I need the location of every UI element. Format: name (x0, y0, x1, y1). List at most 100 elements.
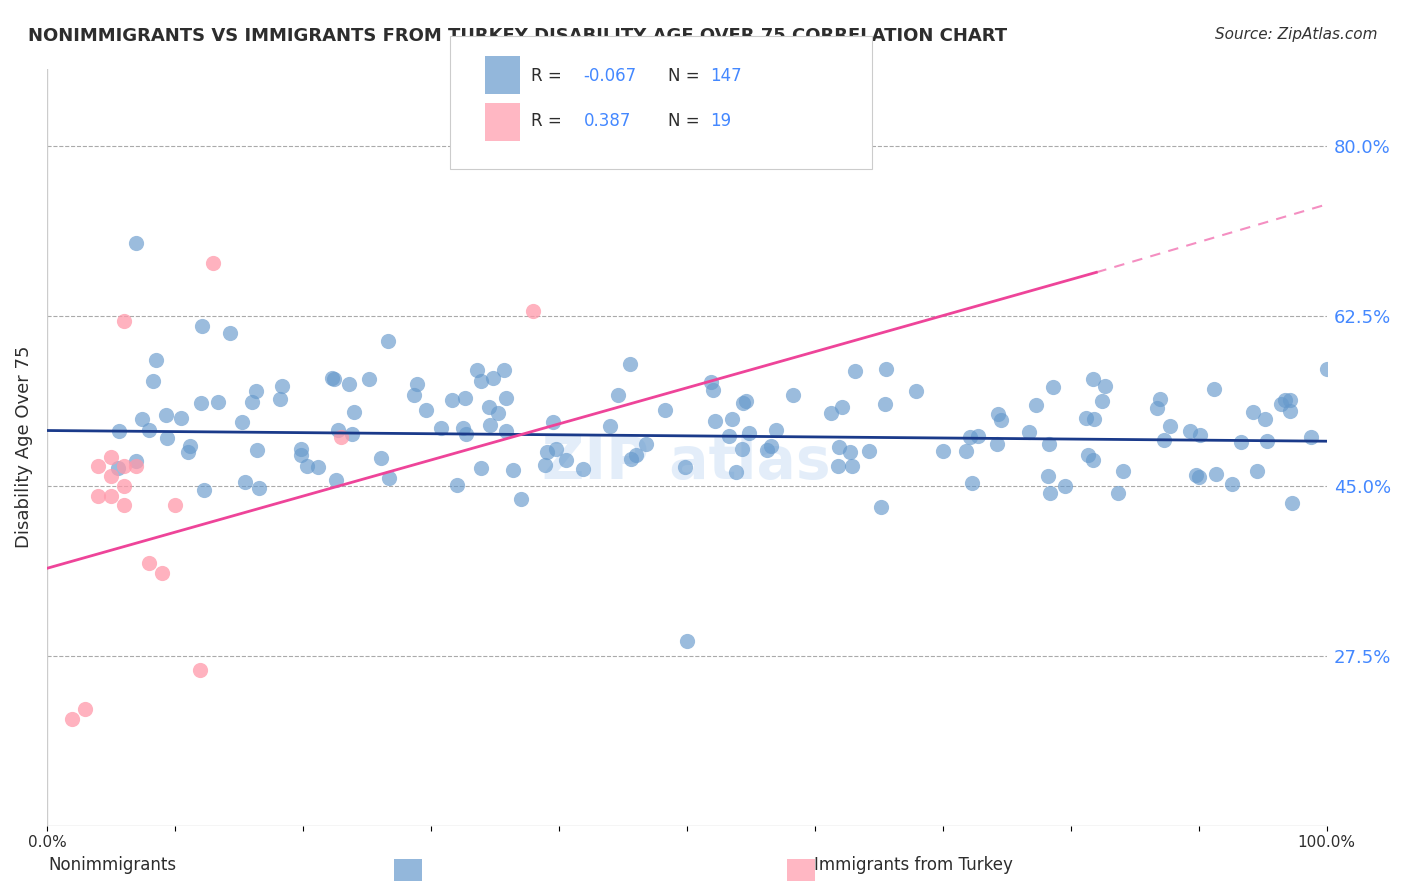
Point (218, 326, 240, 341)
Point (1149, 392, 1171, 407)
Point (1279, 404, 1302, 418)
Point (1246, 464, 1268, 478)
Point (478, 400, 501, 414)
Text: Nonimmigrants: Nonimmigrants (48, 856, 177, 874)
Point (905, 384, 928, 398)
Text: 147: 147 (710, 67, 741, 85)
Point (402, 388, 425, 402)
Point (858, 443, 880, 458)
Point (1077, 448, 1099, 462)
Point (451, 420, 474, 434)
Point (240, 395, 263, 409)
Point (107, 461, 129, 475)
Point (607, 387, 630, 401)
Point (1220, 477, 1243, 491)
Point (759, 439, 782, 453)
Point (190, 396, 212, 410)
Point (290, 442, 312, 456)
Point (1038, 436, 1060, 450)
Point (967, 429, 990, 443)
Text: 19: 19 (710, 112, 731, 130)
Point (510, 492, 533, 507)
Point (870, 500, 893, 514)
Text: R =: R = (531, 112, 568, 130)
Point (322, 372, 344, 386)
Point (1054, 479, 1077, 493)
Point (873, 397, 896, 411)
Point (87, 489, 110, 503)
Point (1038, 469, 1060, 483)
Point (87, 459, 110, 474)
Point (155, 408, 177, 422)
Point (125, 236, 148, 251)
Point (156, 431, 179, 445)
Point (828, 440, 851, 454)
Point (725, 465, 748, 479)
Point (1270, 397, 1292, 411)
Point (932, 443, 955, 458)
Point (1094, 379, 1116, 393)
Text: NONIMMIGRANTS VS IMMIGRANTS FROM TURKEY DISABILITY AGE OVER 75 CORRELATION CHART: NONIMMIGRANTS VS IMMIGRANTS FROM TURKEY … (28, 27, 1007, 45)
Point (430, 421, 453, 435)
Point (730, 442, 752, 457)
Point (290, 448, 312, 462)
Point (1042, 380, 1064, 394)
Point (673, 460, 696, 475)
Point (1188, 470, 1211, 484)
Point (841, 458, 863, 473)
Point (1153, 433, 1175, 447)
Point (377, 334, 399, 348)
Text: N =: N = (668, 67, 704, 85)
Point (844, 364, 866, 378)
Point (546, 442, 568, 456)
Point (62, 712, 84, 726)
Point (654, 403, 676, 417)
Point (1278, 393, 1301, 408)
Text: Immigrants from Turkey: Immigrants from Turkey (814, 856, 1014, 874)
Point (1205, 467, 1227, 481)
Point (495, 391, 517, 405)
Point (441, 392, 464, 407)
Point (378, 471, 401, 485)
Point (675, 634, 697, 648)
Point (150, 566, 173, 581)
Point (325, 473, 347, 487)
Text: N =: N = (668, 112, 704, 130)
Point (370, 450, 392, 465)
Point (295, 458, 318, 473)
Point (342, 427, 364, 442)
Point (163, 498, 186, 512)
Point (190, 663, 212, 677)
Point (446, 478, 468, 492)
Point (269, 392, 291, 406)
Point (246, 442, 269, 457)
Point (131, 412, 153, 426)
Point (536, 445, 558, 459)
Point (465, 363, 488, 377)
Point (1281, 496, 1303, 510)
Point (1039, 486, 1062, 500)
Point (100, 469, 122, 483)
Point (533, 458, 555, 472)
Point (1299, 430, 1322, 444)
Point (202, 255, 225, 269)
Point (624, 448, 647, 462)
Point (1241, 405, 1264, 419)
Point (721, 412, 744, 426)
Point (755, 442, 778, 457)
Point (1083, 453, 1105, 467)
Point (357, 372, 380, 386)
Point (620, 451, 643, 466)
Point (765, 423, 787, 437)
Point (831, 401, 853, 415)
Text: ZIP atlas: ZIP atlas (543, 434, 831, 491)
Point (406, 377, 429, 392)
Point (1076, 411, 1098, 425)
Point (112, 479, 135, 493)
Point (138, 424, 160, 438)
Point (987, 407, 1010, 421)
Point (321, 371, 343, 385)
Point (125, 459, 148, 474)
Point (337, 376, 360, 391)
Text: -0.067: -0.067 (583, 67, 637, 85)
